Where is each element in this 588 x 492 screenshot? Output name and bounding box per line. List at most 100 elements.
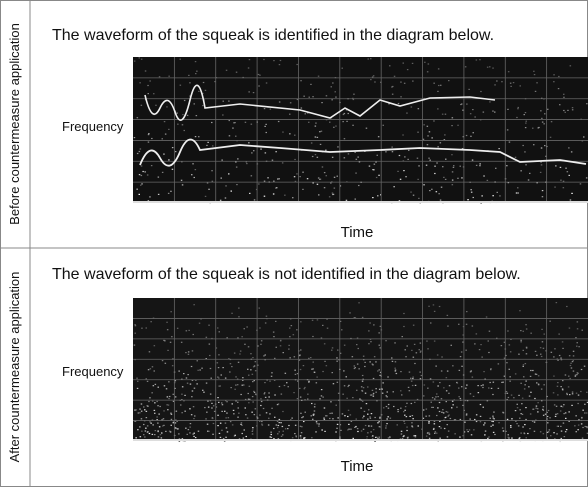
noise <box>247 392 249 395</box>
noise <box>447 325 449 327</box>
noise <box>394 369 397 371</box>
noise <box>538 126 540 129</box>
noise <box>364 392 367 394</box>
noise <box>304 411 306 413</box>
noise <box>221 410 223 412</box>
noise <box>387 403 390 406</box>
noise <box>310 357 312 359</box>
noise <box>211 170 213 172</box>
noise <box>340 429 342 431</box>
noise <box>246 163 248 165</box>
noise <box>562 389 564 391</box>
noise <box>405 176 407 178</box>
noise <box>339 185 342 187</box>
noise <box>532 127 534 129</box>
y-axis-label: Frequency <box>62 119 124 134</box>
noise <box>479 163 481 165</box>
noise <box>507 436 509 438</box>
noise <box>437 407 439 409</box>
noise <box>164 362 167 364</box>
noise <box>211 180 214 182</box>
noise <box>358 161 361 163</box>
noise <box>461 148 464 150</box>
noise <box>267 424 270 426</box>
noise <box>469 113 472 115</box>
noise <box>192 163 194 165</box>
noise <box>498 422 500 424</box>
noise <box>354 198 356 200</box>
noise <box>375 436 377 438</box>
noise <box>146 174 149 176</box>
noise <box>586 426 588 428</box>
noise <box>323 172 326 174</box>
noise <box>479 421 482 423</box>
noise <box>302 365 305 367</box>
noise <box>194 169 197 171</box>
noise <box>536 408 539 410</box>
noise <box>163 121 166 123</box>
noise <box>143 434 145 436</box>
noise <box>317 177 320 179</box>
noise <box>331 412 333 414</box>
noise <box>412 377 414 380</box>
noise <box>425 408 428 410</box>
noise <box>191 379 194 381</box>
noise <box>328 196 331 198</box>
noise <box>387 437 390 439</box>
noise <box>582 409 584 411</box>
noise <box>428 437 431 439</box>
noise <box>337 392 340 394</box>
noise <box>451 154 453 156</box>
noise <box>225 427 228 429</box>
noise <box>402 134 404 136</box>
noise <box>186 382 189 384</box>
noise <box>205 336 208 338</box>
noise <box>349 312 351 314</box>
noise <box>557 394 559 396</box>
noise <box>220 374 222 376</box>
noise <box>188 74 190 76</box>
noise <box>306 178 309 180</box>
noise <box>385 151 387 153</box>
noise <box>393 75 396 77</box>
noise <box>569 65 572 67</box>
noise <box>257 73 260 76</box>
noise <box>367 58 369 60</box>
noise <box>447 430 450 432</box>
noise <box>134 420 137 422</box>
noise <box>516 407 519 409</box>
noise <box>549 136 552 138</box>
noise <box>284 372 287 374</box>
noise <box>192 406 195 408</box>
noise <box>490 368 492 370</box>
noise <box>501 427 504 429</box>
noise <box>582 426 584 429</box>
noise <box>342 113 345 116</box>
noise <box>391 151 394 153</box>
noise <box>507 108 509 110</box>
noise <box>168 395 171 398</box>
noise <box>480 202 482 204</box>
noise <box>370 79 372 81</box>
noise <box>144 430 147 432</box>
noise <box>566 305 568 308</box>
noise <box>174 396 177 398</box>
noise <box>277 120 280 123</box>
noise <box>265 82 268 84</box>
noise <box>447 415 449 417</box>
noise <box>194 415 196 417</box>
noise <box>565 429 568 431</box>
noise <box>559 440 561 443</box>
noise <box>577 402 579 405</box>
noise <box>187 353 190 355</box>
noise <box>420 350 422 352</box>
noise <box>189 423 192 425</box>
noise <box>238 412 240 414</box>
noise <box>198 90 200 92</box>
noise <box>209 393 212 395</box>
noise <box>181 386 184 388</box>
noise <box>520 330 522 332</box>
noise <box>506 418 509 420</box>
noise <box>584 425 586 428</box>
noise <box>530 332 532 334</box>
